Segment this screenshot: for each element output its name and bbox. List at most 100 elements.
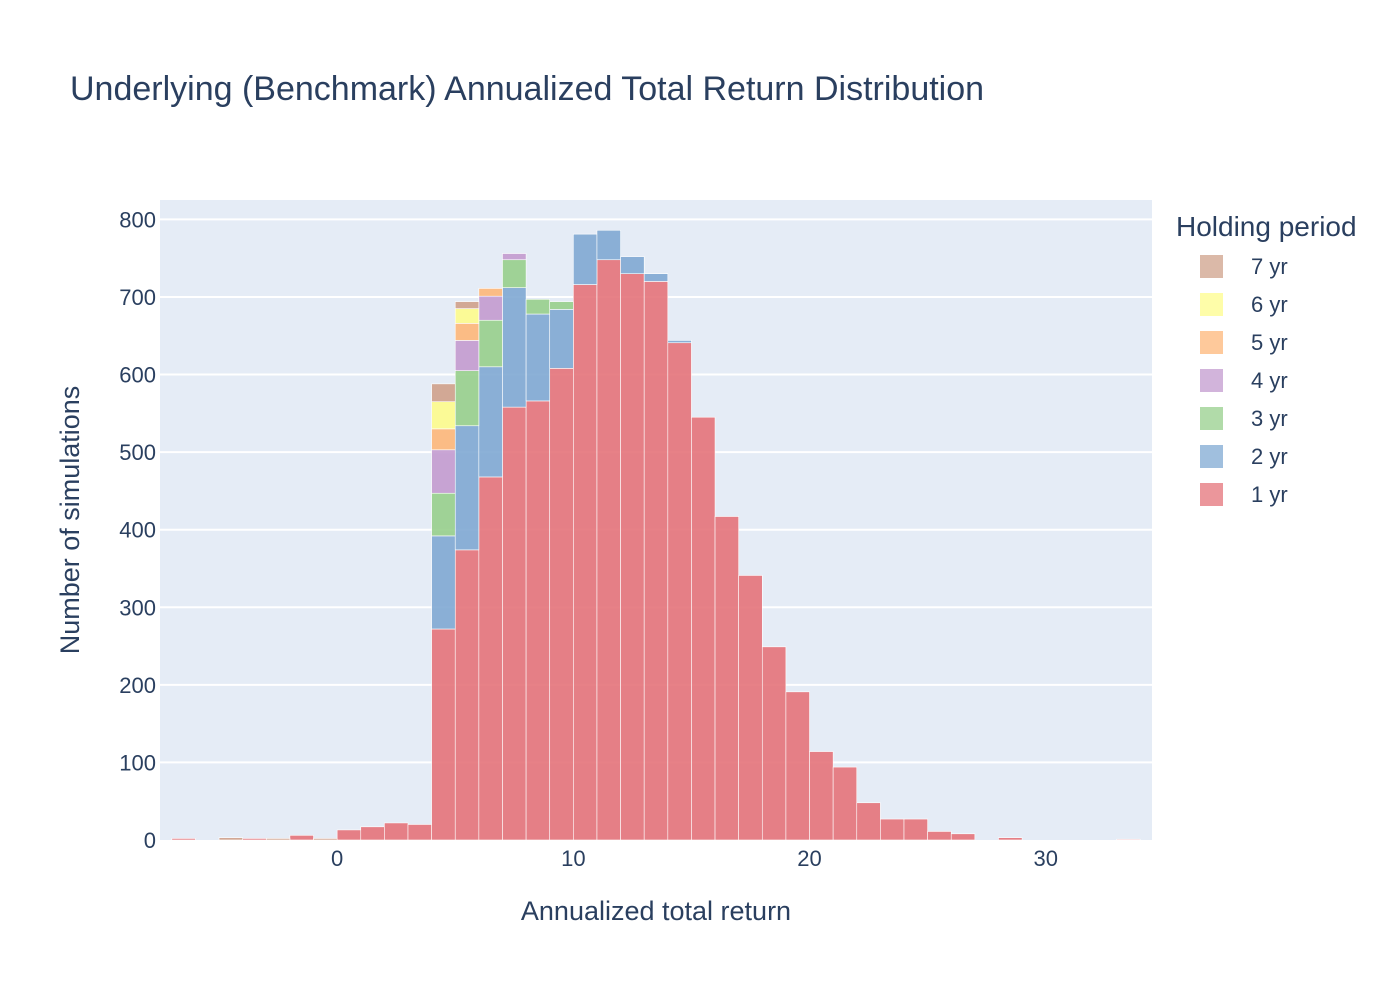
bar[interactable]	[431, 428, 456, 451]
bar[interactable]	[832, 766, 858, 841]
legend-swatch	[1200, 407, 1223, 430]
legend-title: Holding period	[1176, 211, 1357, 242]
bar[interactable]	[454, 323, 480, 341]
bar[interactable]	[525, 400, 551, 841]
legend-item[interactable]: 1 yr	[1200, 482, 1288, 507]
legend-swatch	[1200, 255, 1223, 278]
bar[interactable]	[549, 301, 574, 310]
bar[interactable]	[549, 368, 574, 841]
bar[interactable]	[596, 259, 621, 841]
legend-item[interactable]: 6 yr	[1200, 292, 1288, 317]
y-tick-label: 400	[119, 518, 156, 543]
bar[interactable]	[950, 833, 976, 841]
bar[interactable]	[242, 838, 267, 841]
x-axis-ticks: 0 10 20 30	[331, 846, 1058, 871]
x-tick-label: 0	[331, 846, 343, 871]
bar[interactable]	[856, 802, 881, 841]
bars	[171, 229, 1141, 841]
legend[interactable]: Holding period 7 yr 6 yr 5 yr 4 yr 3 yr 2 yr 1…	[1176, 211, 1357, 507]
bar[interactable]	[573, 284, 598, 841]
bar[interactable]	[478, 288, 503, 297]
legend-label: 1 yr	[1251, 482, 1288, 507]
bar[interactable]	[502, 253, 527, 261]
legend-item[interactable]: 5 yr	[1200, 330, 1288, 355]
legend-item[interactable]: 3 yr	[1200, 406, 1288, 431]
bar[interactable]	[903, 818, 928, 841]
bar[interactable]	[525, 298, 551, 315]
y-tick-label: 200	[119, 673, 156, 698]
series-1-yr	[171, 259, 1141, 841]
y-tick-label: 100	[119, 750, 156, 775]
bar[interactable]	[478, 319, 503, 368]
bar[interactable]	[525, 313, 551, 402]
bar[interactable]	[384, 822, 409, 841]
bar[interactable]	[502, 259, 527, 288]
legend-swatch	[1200, 483, 1223, 506]
legend-item[interactable]: 4 yr	[1200, 368, 1288, 393]
bar[interactable]	[431, 628, 456, 841]
y-tick-label: 500	[119, 440, 156, 465]
bar[interactable]	[431, 535, 456, 630]
y-tick-label: 0	[144, 828, 156, 853]
bar[interactable]	[667, 340, 692, 344]
legend-item[interactable]: 2 yr	[1200, 444, 1288, 469]
bar[interactable]	[478, 476, 503, 841]
bar[interactable]	[431, 383, 456, 402]
bar[interactable]	[478, 366, 503, 478]
bar[interactable]	[502, 406, 527, 841]
legend-label: 7 yr	[1251, 254, 1288, 279]
series-5-yr	[431, 288, 503, 451]
bar[interactable]	[809, 751, 834, 841]
bar[interactable]	[454, 340, 480, 371]
bar[interactable]	[431, 449, 456, 494]
bar[interactable]	[454, 308, 480, 324]
legend-item[interactable]: 7 yr	[1200, 254, 1288, 279]
bar[interactable]	[478, 295, 503, 321]
y-tick-label: 800	[119, 207, 156, 232]
legend-swatch	[1200, 369, 1223, 392]
y-axis-ticks: 0 100 200 300 400 500 600 700 800	[119, 207, 156, 853]
bar[interactable]	[360, 826, 385, 841]
bar[interactable]	[738, 575, 763, 841]
bar[interactable]	[454, 425, 480, 551]
legend-label: 5 yr	[1251, 330, 1288, 355]
bar[interactable]	[265, 838, 291, 841]
bar[interactable]	[927, 831, 952, 841]
bar[interactable]	[667, 342, 692, 841]
bar[interactable]	[880, 818, 905, 841]
bar[interactable]	[643, 273, 669, 282]
bar[interactable]	[289, 835, 314, 841]
x-axis-title: Annualized total return	[521, 896, 791, 926]
series-3-yr	[431, 259, 574, 537]
bar[interactable]	[336, 829, 362, 841]
bar[interactable]	[714, 516, 739, 841]
y-tick-label: 300	[119, 595, 156, 620]
bar[interactable]	[454, 370, 480, 427]
bar[interactable]	[454, 549, 480, 841]
bar[interactable]	[549, 309, 574, 369]
bar[interactable]	[620, 273, 645, 841]
bar[interactable]	[620, 256, 645, 274]
bar[interactable]	[218, 837, 243, 841]
bar[interactable]	[691, 416, 716, 841]
bar[interactable]	[761, 646, 787, 841]
bar[interactable]	[313, 838, 338, 841]
bar[interactable]	[171, 838, 196, 841]
bar[interactable]	[643, 281, 669, 841]
bar[interactable]	[431, 492, 456, 537]
series-2-yr	[431, 229, 692, 630]
bar[interactable]	[431, 401, 456, 430]
bar[interactable]	[454, 301, 480, 309]
bar[interactable]	[573, 233, 598, 285]
legend-label: 2 yr	[1251, 444, 1288, 469]
bar[interactable]	[1116, 838, 1141, 841]
bar[interactable]	[998, 837, 1023, 841]
bar[interactable]	[407, 824, 432, 841]
y-tick-label: 600	[119, 363, 156, 388]
bar[interactable]	[502, 287, 527, 408]
legend-label: 4 yr	[1251, 368, 1288, 393]
bar[interactable]	[785, 691, 810, 841]
bar[interactable]	[596, 229, 621, 261]
